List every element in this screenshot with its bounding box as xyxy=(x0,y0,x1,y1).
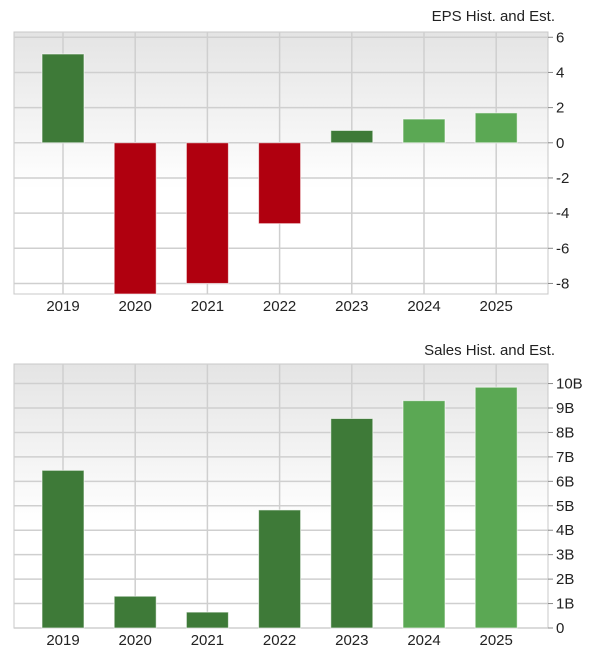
sales-y-tick-label: 0 xyxy=(556,620,564,637)
sales-chart: Sales Hist. and Est. 0 1B 2B 3B 4B 5B 6B 7B 8B 9B… xyxy=(13,342,583,649)
eps-y-tick-label: 6 xyxy=(556,29,564,46)
sales-y-tick-label: 5B xyxy=(556,498,574,515)
eps-x-tick-label: 2019 xyxy=(46,298,79,315)
sales-x-tick-label: 2020 xyxy=(119,632,152,649)
sales-x-tick-label: 2022 xyxy=(263,632,296,649)
sales-x-tick-label: 2019 xyxy=(46,632,79,649)
sales-bar-2021[interactable] xyxy=(185,611,229,629)
eps-y-tick-label: 2 xyxy=(556,100,564,117)
sales-x-tick-label: 2025 xyxy=(480,632,513,649)
eps-y-tick-label: -6 xyxy=(556,240,569,257)
eps-bar-2021[interactable] xyxy=(185,142,229,284)
sales-y-tick-label: 2B xyxy=(556,571,574,588)
sales-y-tick-label: 10B xyxy=(556,376,583,393)
eps-bar-2023[interactable] xyxy=(330,129,374,144)
sales-bar-2022[interactable] xyxy=(258,509,302,629)
eps-x-tick-label: 2021 xyxy=(191,298,224,315)
sales-bar-2020[interactable] xyxy=(113,595,157,629)
eps-bar-2024[interactable] xyxy=(402,118,446,144)
eps-chart: EPS Hist. and Est. 6 4 2 0 -2 -4 -6 -8 2019 2020 2… xyxy=(13,8,569,315)
eps-bar-2025[interactable] xyxy=(474,112,518,144)
sales-y-tick-label: 4B xyxy=(556,522,574,539)
eps-x-tick-label: 2022 xyxy=(263,298,296,315)
eps-bar-2019[interactable] xyxy=(41,53,85,144)
eps-x-tick-label: 2023 xyxy=(335,298,368,315)
eps-chart-title: EPS Hist. and Est. xyxy=(432,8,555,25)
eps-y-tick-label: -4 xyxy=(556,205,569,222)
sales-y-tick-label: 1B xyxy=(556,596,574,613)
sales-y-tick-label: 3B xyxy=(556,547,574,564)
eps-bar-2020[interactable] xyxy=(113,142,157,295)
eps-y-tick-label: 4 xyxy=(556,64,564,81)
eps-x-tick-label: 2020 xyxy=(119,298,152,315)
eps-x-tick-label: 2024 xyxy=(407,298,440,315)
eps-y-tick-label: -2 xyxy=(556,170,569,187)
sales-y-tick-label: 7B xyxy=(556,449,574,466)
sales-x-tick-label: 2021 xyxy=(191,632,224,649)
sales-y-tick-label: 6B xyxy=(556,473,574,490)
sales-y-tick-label: 9B xyxy=(556,400,574,417)
sales-x-tick-label: 2023 xyxy=(335,632,368,649)
sales-bar-2019[interactable] xyxy=(41,469,85,629)
sales-bar-2025[interactable] xyxy=(474,386,518,629)
sales-bar-2024[interactable] xyxy=(402,400,446,629)
sales-bar-2023[interactable] xyxy=(330,418,374,629)
sales-y-tick-label: 8B xyxy=(556,424,574,441)
eps-y-tick-label: 0 xyxy=(556,135,564,152)
eps-bar-2022[interactable] xyxy=(258,142,302,225)
sales-chart-title: Sales Hist. and Est. xyxy=(424,342,555,359)
sales-x-tick-label: 2024 xyxy=(407,632,440,649)
eps-y-tick-label: -8 xyxy=(556,275,569,292)
eps-x-tick-label: 2025 xyxy=(480,298,513,315)
